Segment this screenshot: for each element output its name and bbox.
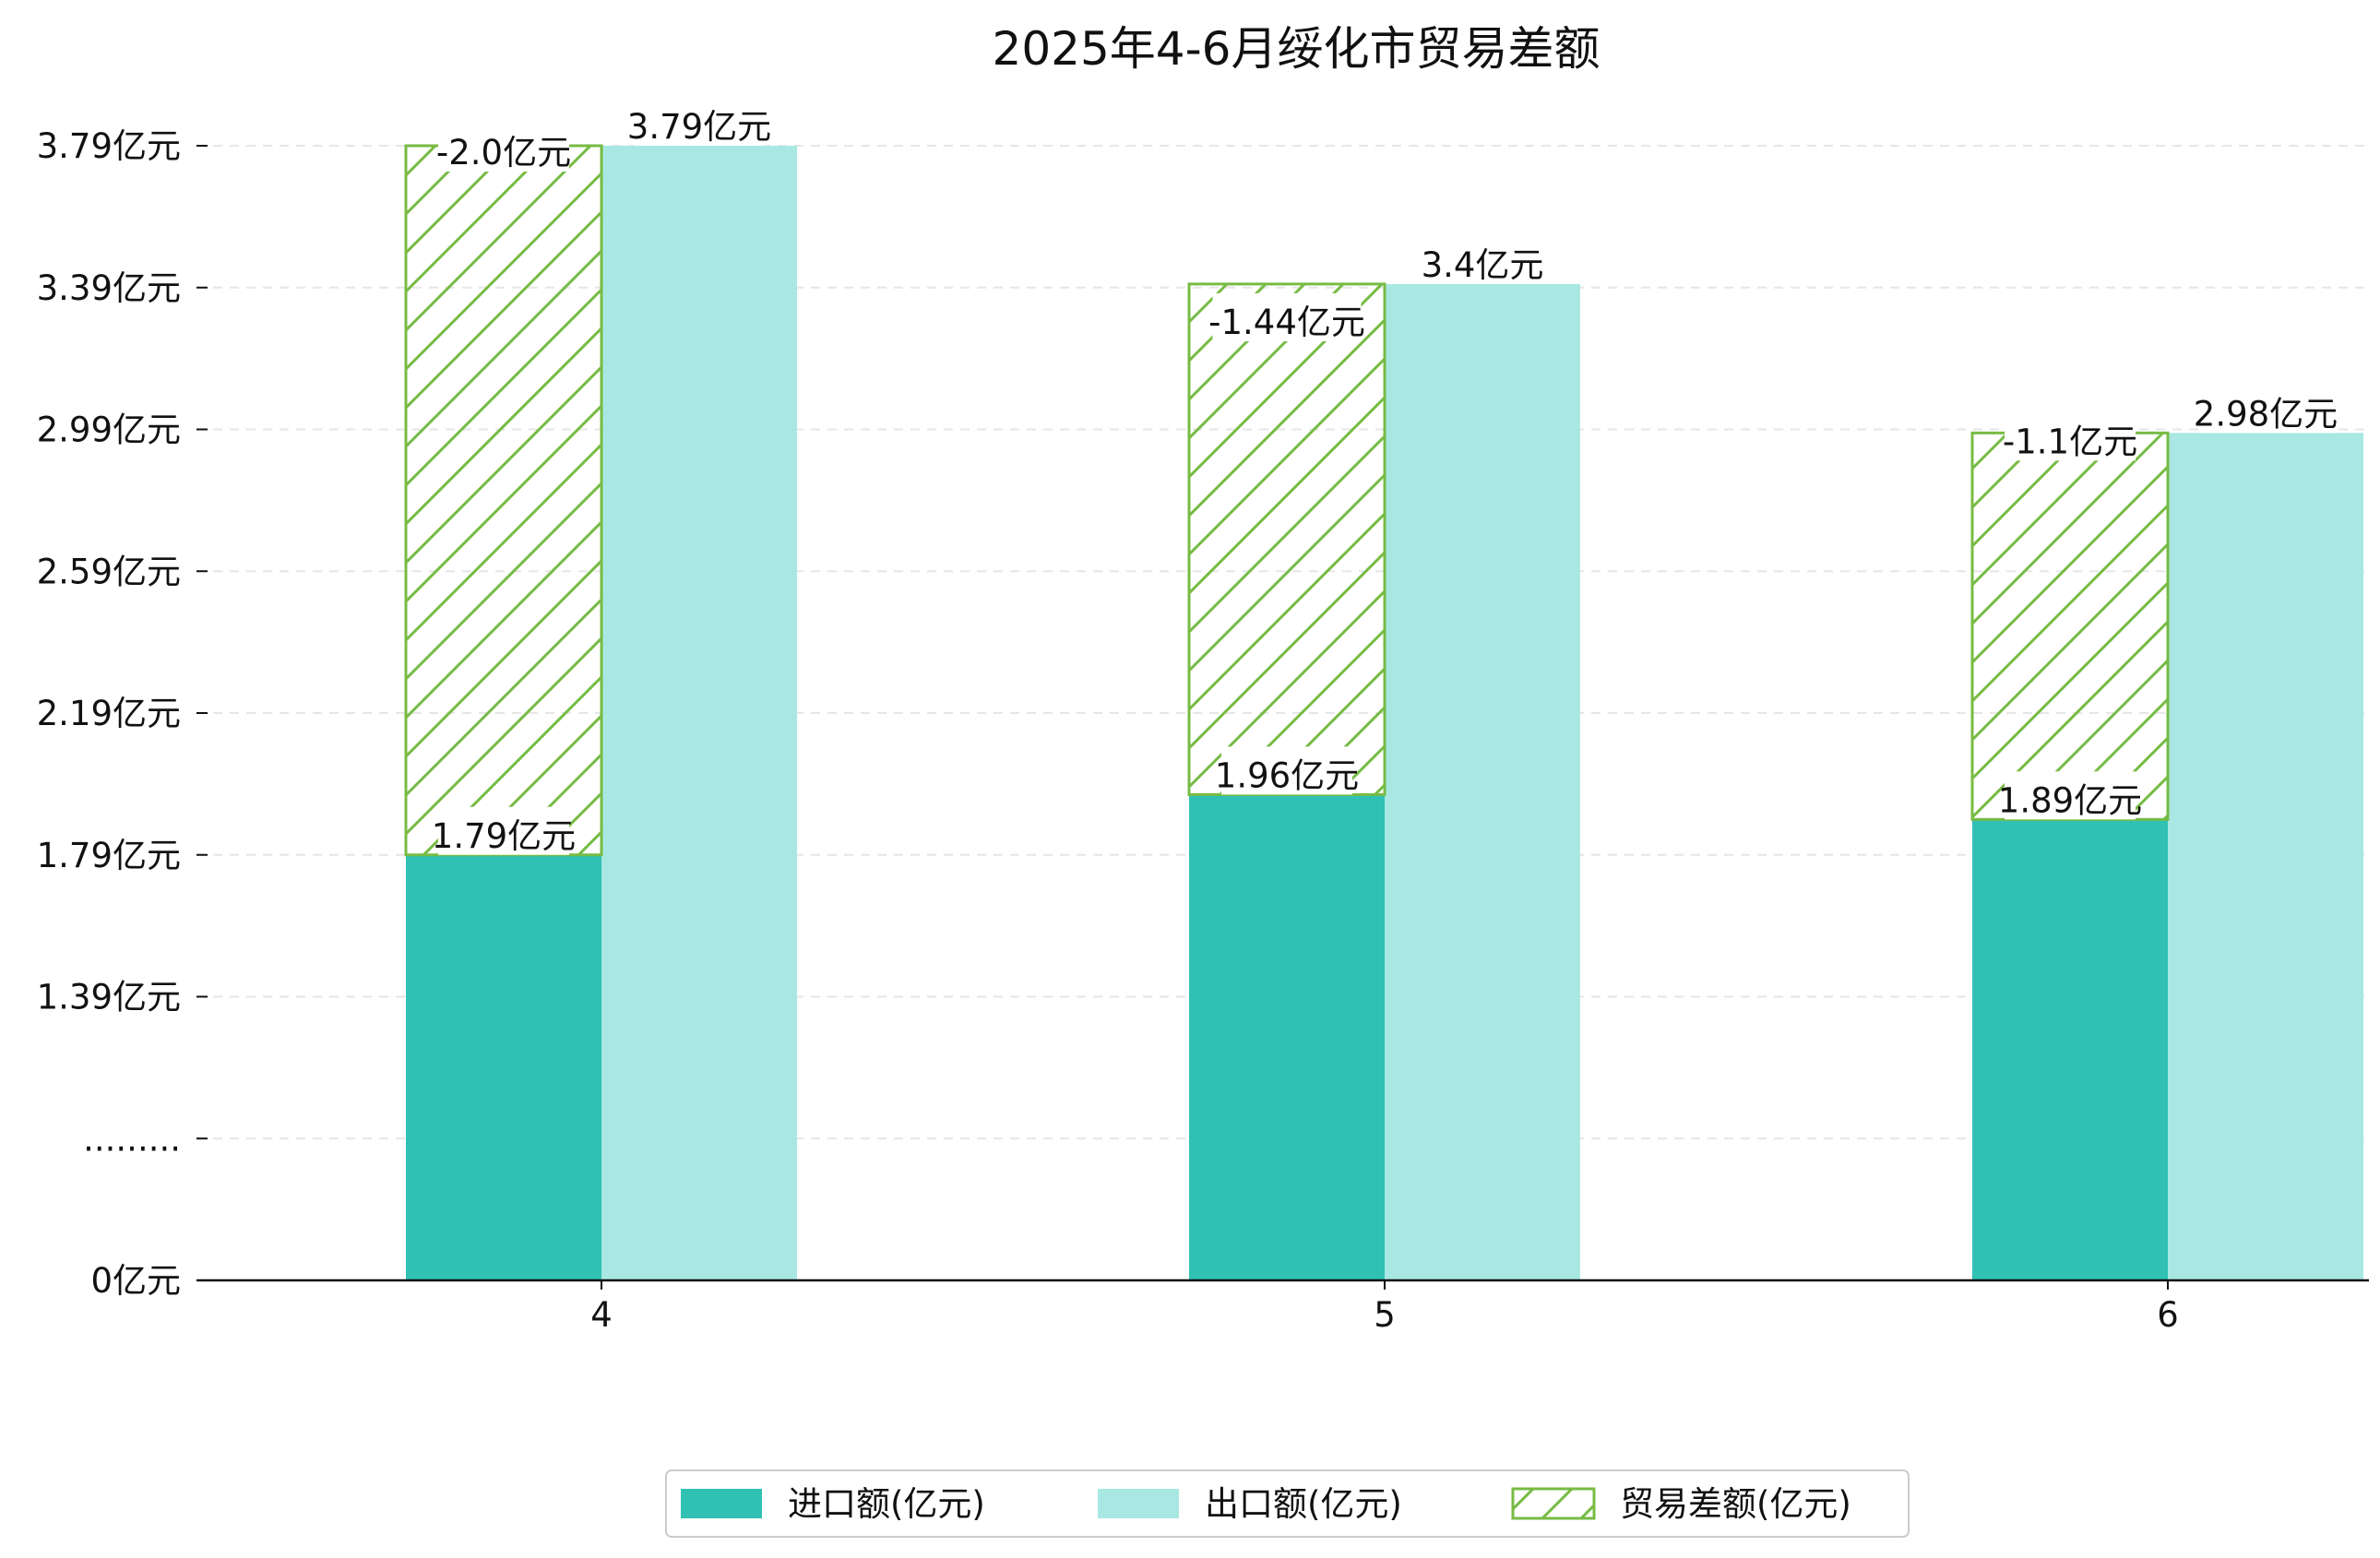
y-tick-label: 2.99亿元 (37, 410, 181, 450)
legend-export-swatch (1098, 1489, 1179, 1518)
export-value-label: 3.79亿元 (627, 107, 771, 147)
y-tick-label: 0亿元 (90, 1261, 181, 1301)
export-value-label-bg (634, 98, 765, 146)
export-bar (1385, 283, 1580, 1280)
balance-value-label: -1.1亿元 (2003, 422, 2137, 461)
balance-value-label-bg (438, 124, 569, 172)
y-tick-label: 1.79亿元 (37, 836, 181, 875)
balance-value-label: -1.44亿元 (1208, 303, 1365, 342)
import-bar (406, 854, 601, 1280)
x-tick-label: 4 (590, 1295, 613, 1335)
legend-import-label: 进口额(亿元) (788, 1484, 985, 1524)
export-value-label-bg (2200, 385, 2331, 434)
legend-import-swatch (681, 1489, 762, 1518)
import-bar (1972, 819, 2168, 1280)
y-tick-label: 3.79亿元 (37, 126, 181, 166)
y-tick-label: 3.39亿元 (37, 268, 181, 308)
legend-box (665, 1469, 1910, 1538)
trade-balance-bar (1970, 431, 2170, 821)
legend-balance-swatch (1511, 1487, 1596, 1520)
y-tick-label: ......... (83, 1119, 181, 1159)
trade-balance-bar (404, 144, 603, 857)
import-value-label-bg (438, 806, 569, 855)
export-bar (601, 146, 797, 1280)
import-value-label: 1.89亿元 (1998, 780, 2142, 820)
import-value-label-bg (1221, 746, 1352, 795)
import-value-label: 1.96亿元 (1215, 755, 1359, 795)
legend-export-label: 出口额(亿元) (1205, 1484, 1402, 1524)
balance-value-label-bg (1212, 292, 1362, 341)
legend-balance-label: 贸易差额(亿元) (1620, 1484, 1851, 1524)
y-tick-label: 2.59亿元 (37, 552, 181, 591)
balance-value-label: -2.0亿元 (436, 133, 571, 172)
trade-balance-bar (1187, 282, 1386, 796)
export-value-label-bg (1425, 235, 1540, 284)
x-tick-label: 5 (1374, 1295, 1396, 1335)
export-bar (2168, 433, 2363, 1280)
balance-value-label-bg (2005, 412, 2136, 461)
chart-title: 2025年4-6月绥化市贸易差额 (993, 22, 1601, 76)
import-value-label: 1.79亿元 (432, 816, 576, 856)
y-tick-label: 1.39亿元 (37, 978, 181, 1017)
import-bar (1189, 794, 1385, 1280)
export-value-label: 2.98亿元 (2194, 394, 2338, 434)
export-value-label: 3.4亿元 (1422, 245, 1544, 285)
y-tick-label: 2.19亿元 (37, 694, 181, 733)
import-value-label-bg (2005, 771, 2136, 820)
x-tick-label: 6 (2157, 1295, 2179, 1335)
